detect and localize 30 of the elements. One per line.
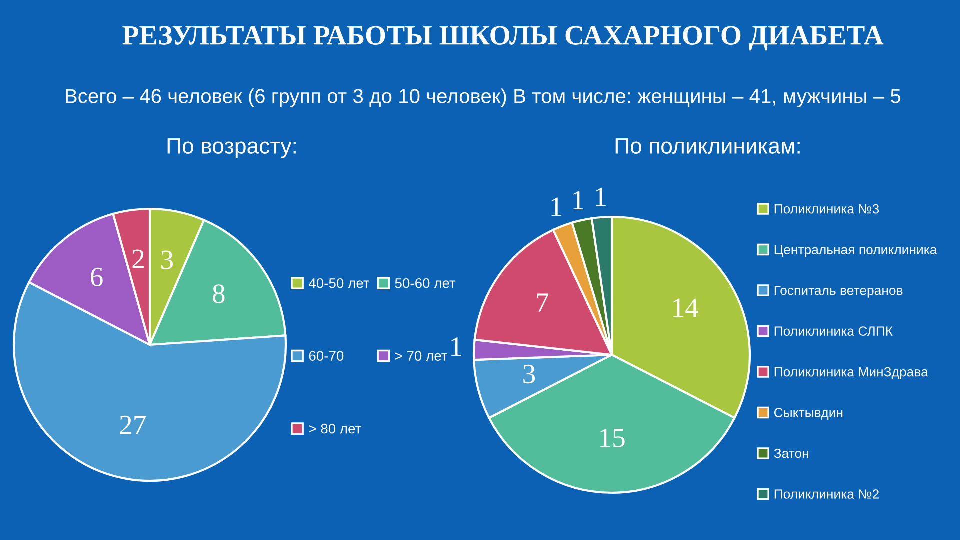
legend-label: Центральная поликлиника [774, 245, 938, 258]
legend-label: 60-70 [309, 351, 344, 362]
data-label: 1 [552, 198, 562, 216]
text: РЕЗУЛЬТАТЫ РАБОТЫ ШКОЛЫ САХАРНОГО ДИАБЕТА [122, 26, 884, 51]
legend-label: Поликлиника №3 [774, 204, 880, 214]
data-label: 1 [574, 191, 584, 210]
legend-label: Поликлиника МинЗдрава [774, 367, 928, 380]
data-label: 1 [596, 188, 606, 206]
chart-title: По возрасту: [168, 138, 296, 158]
data-label: 14 [674, 298, 698, 318]
chart-title: По поликлиникам: [616, 138, 800, 154]
text: Всего – 46 человек (6 групп от 3 до 10 человек) В том числе: женщины – 41, мужчины – 5 [66, 88, 901, 108]
legend-label: > 70 лет [395, 351, 448, 362]
legend-label: 40-50 лет [308, 278, 370, 288]
data-label: 3 [524, 364, 536, 384]
legend-label: Сыктывдин [774, 408, 843, 420]
legend-label: Госпиталь ветеранов [774, 286, 903, 298]
data-label: 6 [91, 268, 103, 287]
data-label: 2 [132, 250, 144, 268]
data-label: 3 [162, 250, 174, 270]
legend-label: Поликлиника СЛПК [774, 326, 893, 336]
data-label: 15 [600, 428, 625, 448]
data-label: 1 [452, 338, 462, 356]
data-label: 8 [213, 284, 225, 304]
legend-label: Поликлиника №2 [774, 490, 879, 499]
legend-label: 50-60 лет [395, 278, 456, 288]
legend-label: > 80 лет [309, 424, 362, 434]
legend-label: Затон [774, 448, 808, 458]
data-label: 7 [537, 294, 549, 312]
data-label: 27 [120, 416, 146, 434]
